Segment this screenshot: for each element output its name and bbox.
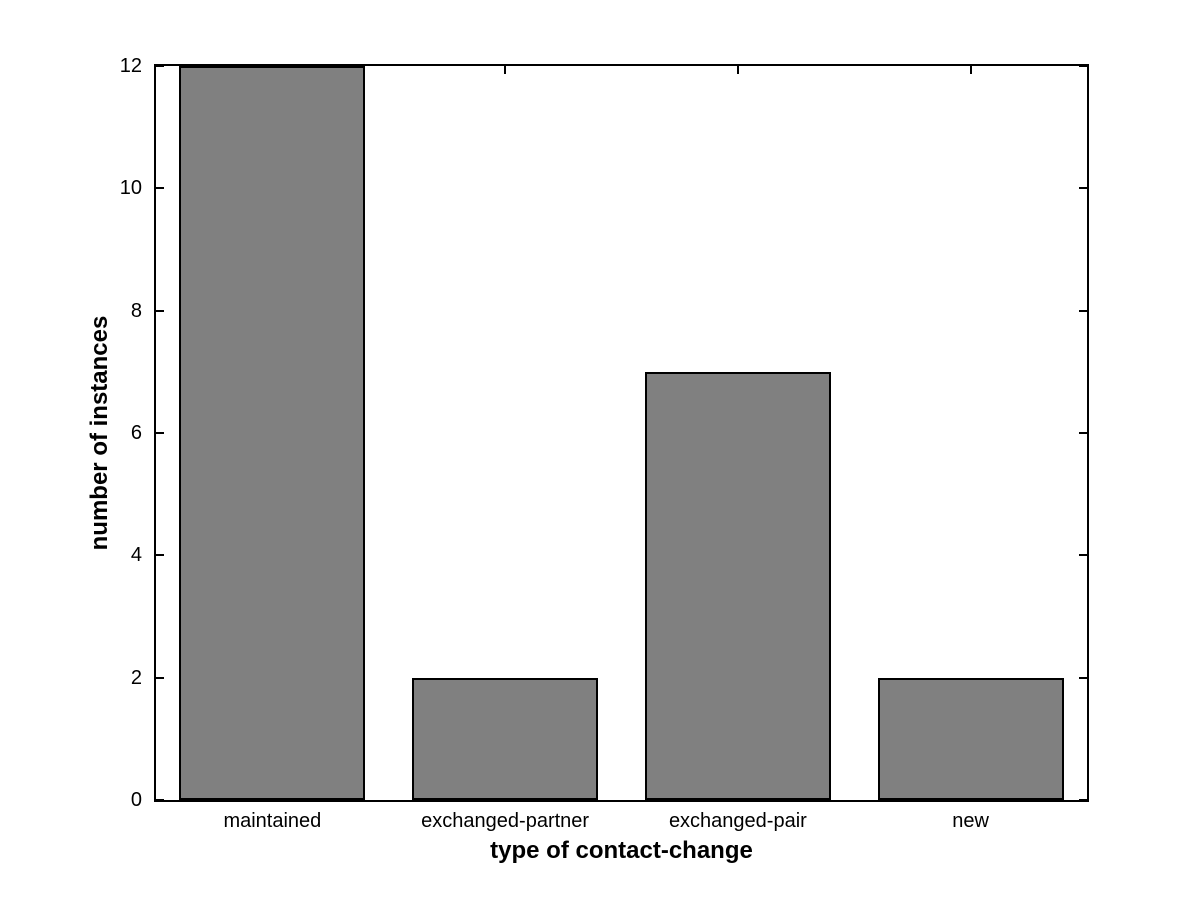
y-tick-label: 2 (130, 666, 142, 689)
y-tick-right (1079, 799, 1087, 801)
y-tick-label: 4 (130, 544, 142, 567)
y-tick-left (156, 187, 164, 190)
y-tick-left (156, 65, 164, 67)
x-tick-top (736, 66, 739, 74)
y-tick-right (1079, 309, 1087, 312)
y-tick-left (156, 309, 164, 312)
y-tick-left (156, 554, 164, 557)
y-tick-right (1079, 432, 1087, 434)
x-tick-top (504, 66, 507, 74)
bar-exchanged-partner (412, 677, 599, 800)
bar-maintained (179, 66, 366, 800)
x-tick-label: maintained (223, 810, 322, 832)
y-tick-label: 8 (130, 299, 142, 322)
y-tick-right (1079, 554, 1087, 557)
y-tick-label: 12 (119, 55, 142, 77)
bar-new (877, 677, 1064, 800)
y-tick-right (1079, 676, 1087, 679)
y-tick-left (156, 676, 164, 679)
x-tick-top (969, 66, 972, 74)
x-axis-label: type of contact-change (490, 837, 753, 864)
x-tick-label: exchanged-pair (668, 810, 807, 832)
y-tick-right (1079, 65, 1087, 67)
y-axis-label: number of instances (86, 315, 113, 551)
y-tick-label: 0 (130, 789, 142, 811)
bar-exchanged-pair (644, 371, 831, 800)
y-tick-left (156, 432, 164, 434)
x-tick-label: new (952, 810, 989, 832)
y-tick-left (156, 799, 164, 801)
y-tick-label: 6 (130, 422, 142, 444)
x-tick-label: exchanged-partner (421, 810, 590, 832)
y-tick-right (1079, 187, 1087, 190)
y-tick-label: 10 (119, 177, 142, 200)
plot-area (154, 64, 1089, 802)
